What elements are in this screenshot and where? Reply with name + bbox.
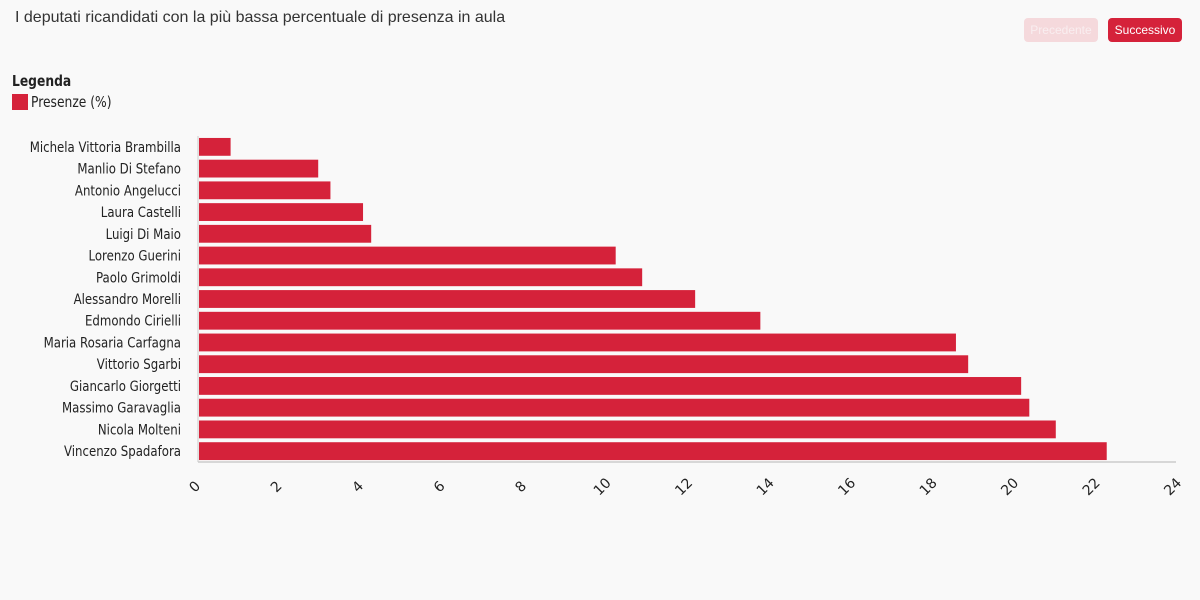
bar[interactable]: [199, 355, 969, 374]
x-tick-label: 20: [998, 475, 1022, 499]
legend-swatch: [12, 94, 28, 110]
category-label: Lorenzo Guerini: [89, 249, 182, 265]
x-tick-label: 18: [917, 475, 941, 499]
category-label: Vittorio Sgarbi: [97, 357, 181, 373]
bar[interactable]: [199, 420, 1056, 439]
chart-title: I deputati ricandidati con la più bassa …: [15, 9, 506, 26]
category-label: Luigi Di Maio: [106, 227, 181, 243]
category-label: Laura Castelli: [101, 205, 181, 221]
bar[interactable]: [199, 290, 696, 308]
category-label: Paolo Grimoldi: [96, 270, 181, 286]
category-label: Manlio Di Stefano: [77, 162, 181, 178]
category-label: Massimo Garavaglia: [62, 401, 181, 417]
category-label: Antonio Angelucci: [75, 183, 181, 199]
x-tick-label: 14: [754, 475, 778, 499]
bar[interactable]: [199, 442, 1107, 461]
x-tick-label: 22: [1080, 475, 1104, 499]
bar[interactable]: [199, 377, 1022, 395]
category-label: Alessandro Morelli: [74, 292, 181, 308]
legend-title: Legenda: [12, 72, 72, 90]
bar[interactable]: [199, 203, 364, 221]
category-label: Giancarlo Giorgetti: [70, 379, 181, 395]
bar[interactable]: [199, 311, 761, 330]
x-tick-label: 10: [591, 475, 615, 499]
category-label: Vincenzo Spadafora: [64, 444, 181, 460]
x-tick-label: 6: [431, 478, 449, 496]
category-label: Michela Vittoria Brambilla: [30, 140, 181, 156]
legend-label: Presenze (%): [31, 93, 112, 111]
x-tick-label: 2: [268, 478, 286, 496]
x-tick-label: 24: [1161, 475, 1185, 499]
bar[interactable]: [199, 246, 616, 265]
x-tick-label: 12: [672, 475, 696, 499]
category-label: Nicola Molteni: [98, 422, 181, 438]
bar[interactable]: [199, 398, 1030, 417]
bar[interactable]: [199, 159, 319, 178]
x-tick-label: 8: [512, 478, 530, 496]
bar[interactable]: [199, 181, 331, 200]
next-button[interactable]: Successivo: [1108, 18, 1182, 42]
x-tick-label: 16: [835, 475, 859, 499]
x-tick-label: 4: [349, 478, 367, 496]
previous-button[interactable]: Precedente: [1024, 18, 1098, 42]
bar[interactable]: [199, 268, 643, 287]
x-tick-label: 0: [186, 478, 204, 496]
category-label: Maria Rosaria Carfagna: [44, 335, 181, 351]
category-label: Edmondo Cirielli: [85, 314, 181, 330]
bar[interactable]: [199, 333, 956, 352]
legend-item-presenze[interactable]: Presenze (%): [12, 93, 129, 111]
bar[interactable]: [199, 137, 231, 156]
bar[interactable]: [199, 224, 372, 243]
